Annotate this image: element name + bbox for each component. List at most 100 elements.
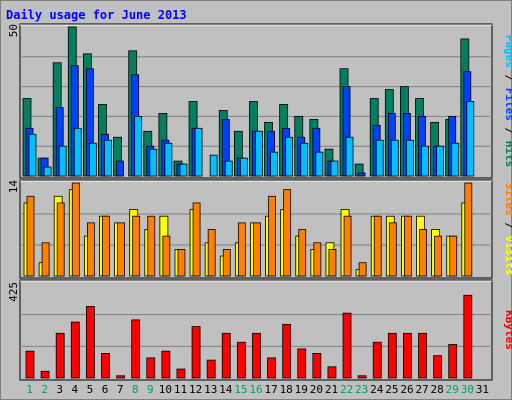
bar-pages-1 [28, 133, 37, 177]
bar-kbytes-28 [433, 355, 443, 379]
x-tick-label: 19 [295, 383, 308, 396]
legend-label: Visits [503, 236, 512, 276]
bar-sites-30 [464, 182, 473, 277]
bar-pages-21 [330, 160, 339, 177]
x-tick-label: 3 [56, 383, 63, 396]
x-tick-label: 6 [102, 383, 109, 396]
series-pages [28, 101, 475, 177]
x-tick-label: 31 [476, 383, 489, 396]
x-tick-label: 10 [159, 383, 172, 396]
bar-pages-19 [300, 142, 309, 177]
bar-sites-17 [268, 195, 276, 277]
bar-kbytes-1 [25, 350, 35, 379]
series-kbytes [25, 294, 473, 379]
x-tick-label: 15 [234, 383, 247, 396]
bar-sites-27 [419, 229, 427, 277]
bar-sites-8 [132, 215, 141, 277]
bar-pages-16 [255, 130, 263, 177]
bar-sites-16 [253, 222, 261, 277]
legend-label: Sites [503, 183, 512, 216]
bar-pages-22 [345, 136, 354, 177]
bar-sites-14 [222, 249, 231, 277]
bar-kbytes-23 [357, 375, 367, 379]
bar-sites-24 [373, 215, 382, 277]
bar-kbytes-3 [55, 332, 65, 379]
x-tick-label: 22 [340, 383, 353, 396]
bar-kbytes-30 [463, 294, 473, 379]
bar-kbytes-16 [252, 332, 261, 379]
x-tick-label: 23 [355, 383, 368, 396]
bar-sites-26 [404, 215, 412, 277]
bar-kbytes-7 [116, 375, 125, 379]
bar-kbytes-22 [342, 312, 352, 379]
x-tick-label: 7 [117, 383, 124, 396]
bar-sites-13 [207, 229, 216, 277]
bar-sites-9 [147, 215, 156, 277]
bar-kbytes-17 [267, 357, 276, 379]
y-series-label: Sites / Visits [503, 183, 512, 276]
bar-kbytes-12 [191, 326, 201, 379]
bar-sites-22 [343, 215, 352, 277]
bar-sites-11 [177, 249, 186, 277]
x-tick-label: 11 [174, 383, 187, 396]
panel-kbytes: 425 KBytes [7, 279, 512, 381]
bar-sites-2 [41, 242, 50, 277]
y-series-label: KBytes [503, 310, 512, 350]
bar-sites-15 [237, 222, 246, 277]
bar-kbytes-13 [206, 359, 216, 379]
legend-label: Pages [503, 35, 512, 68]
chart-panels: 50 Pages / Files / Hits 14 Sites / Visits 42… [7, 23, 512, 381]
y-max-label: 50 [7, 24, 20, 37]
x-tick-label: 1 [26, 383, 33, 396]
x-tick-label: 13 [204, 383, 217, 396]
bar-kbytes-20 [312, 353, 322, 379]
x-tick-label: 2 [41, 383, 48, 396]
bar-pages-14 [224, 160, 233, 177]
x-tick-labels: 1 2 3 4 5 6 7 8 9 10 11 12 13 14 15 16 17 18 19 20 21 22 23 24 2… [26, 383, 489, 396]
bar-pages-12 [194, 127, 203, 177]
bar-sites-29 [449, 235, 458, 277]
bar-kbytes-27 [418, 332, 427, 379]
bar-sites-23 [358, 262, 367, 277]
bar-sites-5 [86, 222, 95, 277]
bar-sites-10 [162, 235, 171, 277]
bar-kbytes-18 [282, 323, 292, 379]
bar-kbytes-10 [161, 350, 171, 379]
bar-sites-19 [298, 229, 307, 277]
x-tick-label: 30 [461, 383, 474, 396]
bar-pages-25 [390, 139, 399, 177]
bar-sites-1 [26, 195, 35, 277]
x-tick-label: 12 [189, 383, 202, 396]
x-tick-label: 17 [264, 383, 277, 396]
bar-kbytes-11 [176, 368, 186, 379]
x-tick-label: 24 [370, 383, 384, 396]
x-tick-label: 8 [132, 383, 139, 396]
y-max-label: 425 [7, 282, 20, 302]
bar-pages-5 [88, 142, 97, 177]
bar-pages-18 [285, 136, 294, 177]
series-sites [26, 182, 473, 277]
bar-pages-8 [134, 116, 143, 177]
bar-pages-15 [239, 157, 248, 177]
bar-pages-2 [43, 166, 52, 177]
bar-kbytes-19 [297, 348, 307, 379]
legend-label: KBytes [503, 310, 512, 350]
legend-label: Hits [503, 141, 512, 168]
bar-kbytes-5 [85, 306, 95, 379]
bar-sites-21 [328, 249, 337, 277]
bar-kbytes-4 [70, 321, 80, 379]
x-tick-label: 29 [446, 383, 459, 396]
x-tick-label: 21 [325, 383, 338, 396]
bar-kbytes-26 [403, 332, 412, 379]
bar-pages-11 [179, 163, 188, 177]
bar-pages-28 [436, 145, 445, 177]
bar-sites-18 [283, 189, 292, 277]
bar-kbytes-15 [236, 341, 246, 379]
x-tick-label: 28 [431, 383, 444, 396]
x-tick-label: 18 [280, 383, 293, 396]
bar-sites-12 [192, 202, 201, 277]
bar-sites-28 [434, 235, 443, 277]
bar-pages-27 [421, 145, 429, 177]
bar-kbytes-14 [221, 332, 231, 379]
